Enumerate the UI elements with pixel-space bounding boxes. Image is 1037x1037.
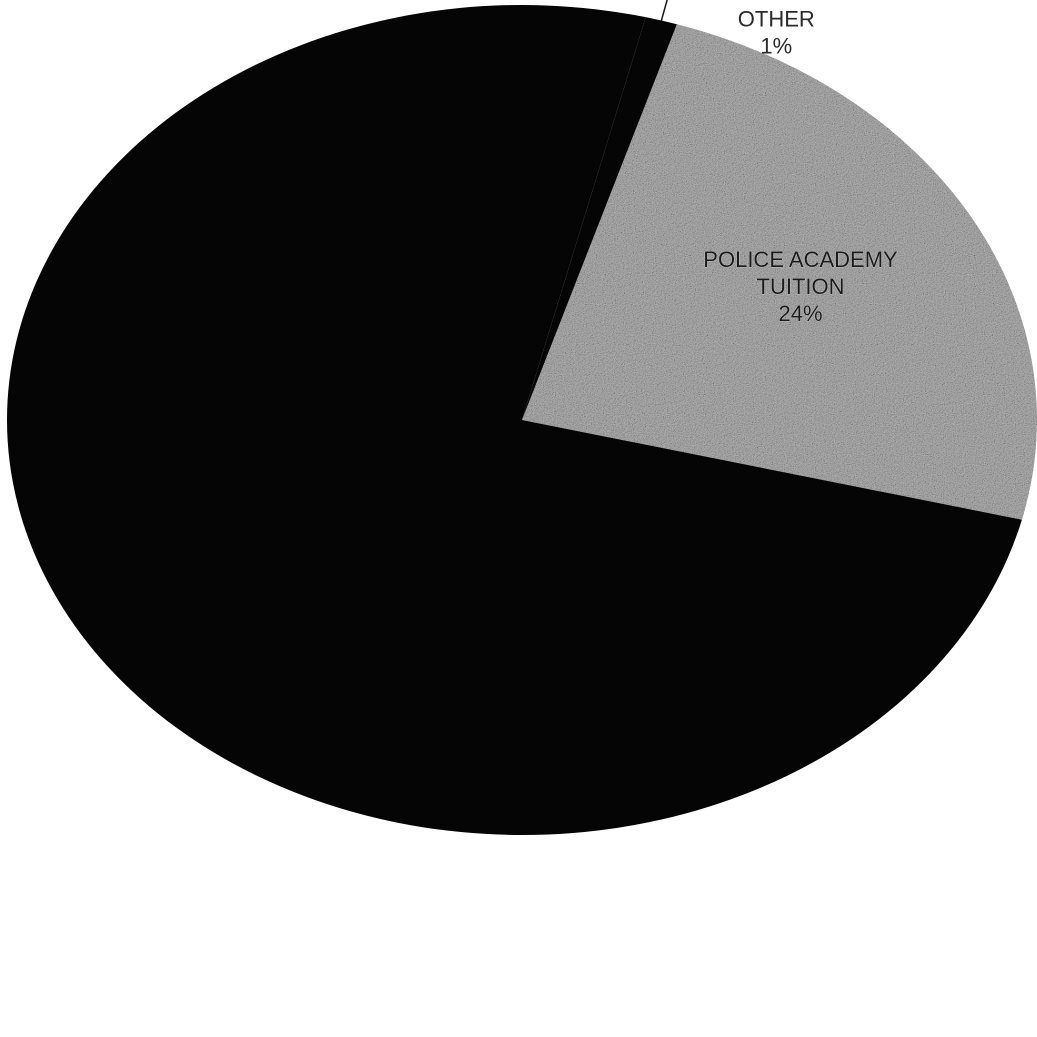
leader-lines <box>660 0 668 21</box>
slice-label-0-line-1: TUITION <box>757 274 845 299</box>
slice-label-2-line-2: 1% <box>760 33 792 58</box>
pie-slice-0 <box>522 24 1037 520</box>
leader-line-2 <box>660 0 668 21</box>
slice-label-2-line-0: INTEREST INCOME <box>675 0 878 4</box>
slice-label-0-line-0: POLICE ACADEMY <box>703 247 898 272</box>
pie-slices <box>7 4 1037 835</box>
pie-slice-2 <box>522 17 677 421</box>
slice-label-2-line-1: OTHER <box>738 6 815 31</box>
pie-slice-1 <box>7 4 1022 835</box>
slice-label-0-line-2: 24% <box>778 301 822 326</box>
